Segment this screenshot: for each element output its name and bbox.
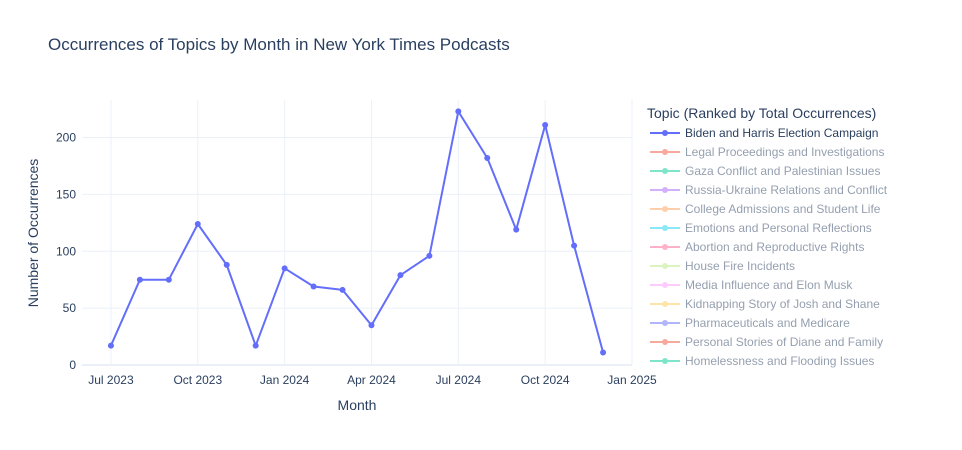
data-point — [426, 252, 433, 259]
legend-item: Homelessness and Flooding Issues — [650, 354, 874, 368]
x-axis-title: Month — [338, 397, 377, 413]
legend-item: Kidnapping Story of Josh and Shane — [650, 297, 880, 311]
chart-title: Occurrences of Topics by Month in New Yo… — [48, 35, 510, 54]
data-point — [368, 322, 375, 329]
legend-label: Emotions and Personal Reflections — [685, 221, 872, 235]
legend-item: Emotions and Personal Reflections — [650, 221, 872, 235]
y-tick-label: 0 — [69, 358, 76, 372]
data-point — [136, 276, 143, 283]
legend-item: Pharmaceuticals and Medicare — [650, 316, 850, 330]
data-point — [310, 283, 317, 290]
legend-swatch-marker — [662, 263, 668, 269]
legend-item: Legal Proceedings and Investigations — [650, 145, 884, 159]
x-tick-label: Oct 2023 — [173, 373, 222, 387]
data-point — [252, 342, 259, 349]
legend-label: House Fire Incidents — [685, 259, 795, 273]
legend-label: Biden and Harris Election Campaign — [685, 126, 878, 140]
legend-item: House Fire Incidents — [650, 259, 795, 273]
legend-item: Biden and Harris Election Campaign — [650, 126, 878, 140]
data-point — [513, 226, 520, 233]
y-tick-label: 200 — [56, 131, 76, 145]
x-tick-label: Oct 2024 — [521, 373, 570, 387]
x-tick-label: Apr 2024 — [347, 373, 396, 387]
data-point — [600, 349, 607, 356]
data-point — [194, 220, 201, 227]
legend-swatch-marker — [662, 320, 668, 326]
legend-swatch-marker — [662, 244, 668, 250]
data-point — [397, 272, 404, 279]
legend-label: Personal Stories of Diane and Family — [685, 335, 883, 349]
data-point — [223, 261, 230, 268]
y-tick-label: 100 — [56, 244, 76, 258]
legend-label: Legal Proceedings and Investigations — [685, 145, 884, 159]
legend-item: Russia-Ukraine Relations and Conflict — [650, 183, 888, 197]
data-point — [484, 155, 491, 162]
data-point — [339, 286, 346, 293]
x-tick-label: Jul 2024 — [436, 373, 482, 387]
data-point — [165, 276, 172, 283]
legend-swatch-marker — [662, 301, 668, 307]
legend-swatch-marker — [662, 282, 668, 288]
legend-label: Kidnapping Story of Josh and Shane — [685, 297, 880, 311]
legend-swatch-marker — [662, 358, 668, 364]
y-axis-title: Number of Occurrences — [25, 159, 41, 308]
legend-item: Media Influence and Elon Musk — [650, 278, 853, 292]
y-tick-label: 50 — [63, 301, 77, 315]
x-tick-label: Jan 2025 — [607, 373, 657, 387]
plot-area: 0 50 100 150 200 Jul 2023 Oct 2023 Jan 2024 Apr … — [56, 100, 657, 387]
data-point — [542, 122, 549, 129]
legend-item: Abortion and Reproductive Rights — [650, 240, 864, 254]
data-point — [571, 242, 578, 249]
legend-swatch-marker — [662, 206, 668, 212]
legend-swatch-marker — [662, 130, 668, 136]
x-tick-label: Jul 2023 — [88, 373, 134, 387]
legend-label: Gaza Conflict and Palestinian Issues — [685, 164, 880, 178]
data-point — [107, 342, 114, 349]
series-line — [109, 110, 605, 353]
legend-title: Topic (Ranked by Total Occurrences) — [647, 105, 876, 121]
legend-item: College Admissions and Student Life — [650, 202, 881, 216]
legend-label: Russia-Ukraine Relations and Conflict — [685, 183, 888, 197]
y-tick-label: 150 — [56, 187, 76, 201]
legend-label: Media Influence and Elon Musk — [685, 278, 853, 292]
x-tick-label: Jan 2024 — [260, 373, 310, 387]
legend-item: Gaza Conflict and Palestinian Issues — [650, 164, 880, 178]
legend-item: Personal Stories of Diane and Family — [650, 335, 883, 349]
legend: Topic (Ranked by Total Occurrences) Bide… — [647, 105, 888, 368]
data-point — [455, 108, 462, 115]
legend-label: Abortion and Reproductive Rights — [685, 240, 864, 254]
legend-label: Pharmaceuticals and Medicare — [685, 316, 850, 330]
legend-swatch-marker — [662, 339, 668, 345]
legend-label: Homelessness and Flooding Issues — [685, 354, 874, 368]
legend-swatch-marker — [662, 225, 668, 231]
legend-swatch-marker — [662, 149, 668, 155]
data-point — [281, 265, 288, 272]
legend-label: College Admissions and Student Life — [685, 202, 881, 216]
legend-swatch-marker — [662, 187, 668, 193]
legend-swatch-marker — [662, 168, 668, 174]
